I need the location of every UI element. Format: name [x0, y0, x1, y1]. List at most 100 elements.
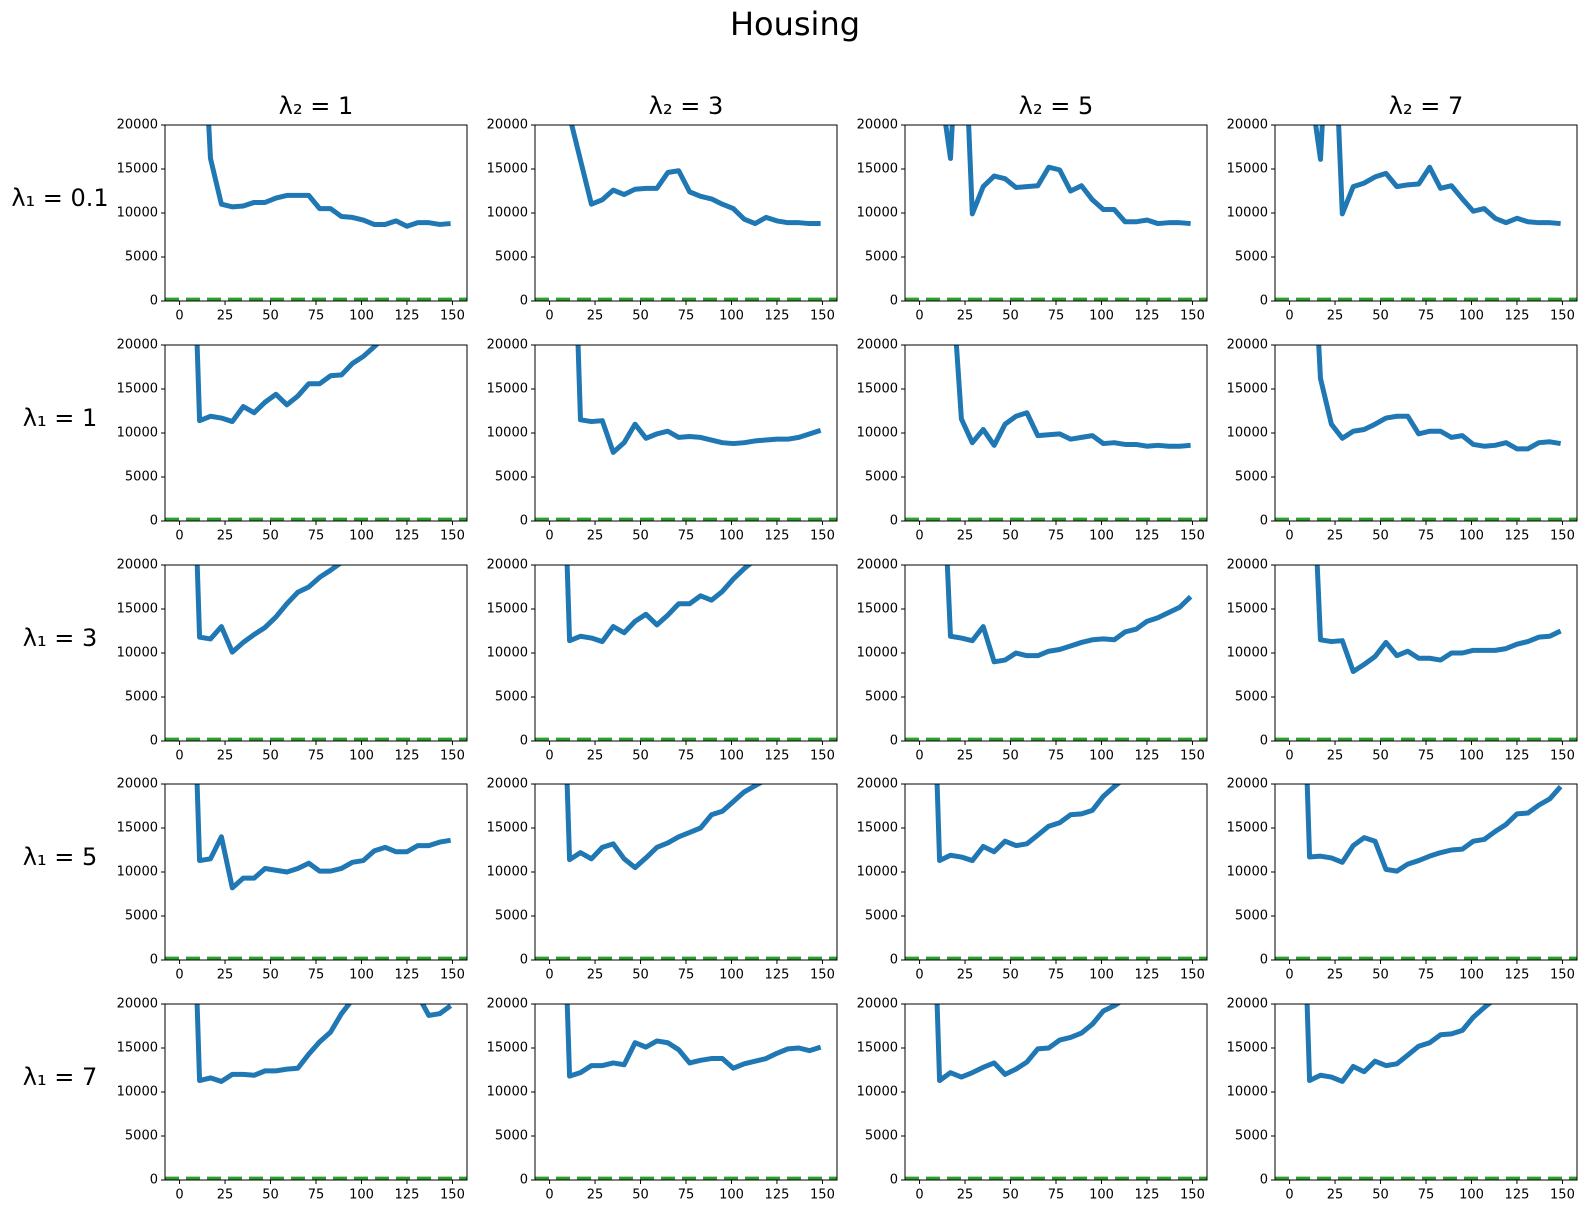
data-line	[1316, 345, 1562, 452]
data-line	[944, 565, 1193, 665]
y-tick-label: 5000	[495, 1129, 528, 1144]
y-tick-label: 10000	[857, 646, 898, 661]
plot-area	[535, 1004, 837, 1180]
data-line	[194, 1004, 453, 1084]
y-tick-label: 15000	[487, 602, 528, 617]
plot-area	[1275, 1004, 1577, 1180]
column-title: λ₂ = 7	[1389, 92, 1463, 120]
x-tick-label: 25	[217, 529, 234, 544]
x-tick-label: 150	[440, 968, 465, 983]
y-tick-label: 15000	[857, 382, 898, 397]
x-tick-label: 50	[632, 968, 649, 983]
column-title: λ₂ = 5	[1019, 92, 1093, 120]
column-title: λ₂ = 3	[649, 92, 723, 120]
y-tick-label: 5000	[865, 470, 898, 485]
x-tick-label: 25	[217, 749, 234, 764]
y-tick-label: 20000	[857, 338, 898, 353]
y-tick-label: 20000	[487, 777, 528, 792]
y-tick-label: 15000	[857, 1041, 898, 1056]
y-tick-label: 5000	[495, 470, 528, 485]
x-tick-label: 50	[262, 1188, 279, 1203]
data-line	[569, 125, 821, 227]
x-tick-label: 50	[262, 749, 279, 764]
data-line	[1314, 565, 1562, 674]
x-tick-label: 100	[1459, 968, 1484, 983]
y-tick-label: 20000	[1227, 118, 1268, 133]
x-tick-label: 25	[1327, 309, 1344, 324]
x-tick-label: 25	[957, 309, 974, 324]
y-tick-label: 15000	[117, 821, 158, 836]
y-tick-label: 5000	[865, 909, 898, 924]
x-tick-label: 50	[1372, 749, 1389, 764]
x-tick-label: 0	[1285, 309, 1293, 324]
plot-area	[905, 125, 1207, 301]
x-tick-label: 75	[1418, 1188, 1435, 1203]
y-tick-label: 0	[150, 514, 158, 529]
data-line	[575, 345, 822, 455]
x-tick-label: 150	[1180, 968, 1205, 983]
axes-frame	[904, 1003, 1208, 1181]
y-tick-label: 20000	[117, 558, 158, 573]
x-tick-label: 150	[1180, 309, 1205, 324]
x-tick-label: 0	[175, 309, 183, 324]
x-tick-label: 100	[719, 968, 744, 983]
y-tick-label: 0	[1260, 953, 1268, 968]
y-tick-label: 15000	[857, 821, 898, 836]
x-tick-label: 150	[810, 968, 835, 983]
x-tick-label: 25	[217, 968, 234, 983]
column-title: λ₂ = 1	[279, 92, 353, 120]
y-tick-label: 15000	[487, 162, 528, 177]
x-tick-label: 0	[915, 309, 923, 324]
x-tick-label: 150	[1550, 1188, 1575, 1203]
y-tick-label: 0	[150, 734, 158, 749]
x-tick-label: 150	[1550, 968, 1575, 983]
y-tick-label: 0	[520, 1173, 528, 1188]
x-tick-label: 100	[1459, 1188, 1484, 1203]
x-tick-label: 50	[1372, 309, 1389, 324]
y-tick-label: 0	[1260, 1173, 1268, 1188]
y-tick-label: 5000	[125, 909, 158, 924]
plot-area	[905, 784, 1207, 960]
x-tick-label: 100	[1089, 1188, 1114, 1203]
plot-area	[165, 784, 467, 960]
x-tick-label: 50	[1002, 1188, 1019, 1203]
y-tick-label: 0	[520, 514, 528, 529]
x-tick-label: 0	[1285, 529, 1293, 544]
x-tick-label: 50	[632, 529, 649, 544]
x-tick-label: 50	[1372, 968, 1389, 983]
x-tick-label: 75	[1418, 968, 1435, 983]
y-tick-label: 20000	[1227, 338, 1268, 353]
x-tick-label: 150	[440, 529, 465, 544]
axes-frame	[164, 564, 468, 742]
axes-frame	[904, 783, 1208, 961]
y-tick-label: 0	[520, 734, 528, 749]
x-tick-label: 100	[1089, 968, 1114, 983]
x-tick-label: 0	[175, 968, 183, 983]
x-tick-label: 75	[678, 749, 695, 764]
y-tick-label: 20000	[1227, 997, 1268, 1012]
x-tick-label: 150	[1180, 1188, 1205, 1203]
y-tick-label: 0	[520, 953, 528, 968]
x-tick-label: 75	[1418, 529, 1435, 544]
y-tick-label: 20000	[487, 338, 528, 353]
x-tick-label: 0	[545, 968, 553, 983]
x-tick-label: 50	[1002, 309, 1019, 324]
data-line	[1304, 784, 1563, 874]
y-tick-label: 20000	[487, 558, 528, 573]
x-tick-label: 125	[395, 749, 420, 764]
x-tick-label: 150	[1550, 529, 1575, 544]
axes-frame	[534, 564, 838, 742]
plot-area	[165, 1004, 467, 1180]
x-tick-label: 50	[262, 309, 279, 324]
y-tick-label: 5000	[1235, 1129, 1268, 1144]
x-tick-label: 0	[545, 749, 553, 764]
axes-frame	[1274, 1003, 1578, 1181]
row-label: λ₁ = 0.1	[11, 184, 108, 212]
x-tick-label: 25	[587, 309, 604, 324]
x-tick-label: 75	[308, 1188, 325, 1203]
y-tick-label: 0	[890, 734, 898, 749]
x-tick-label: 100	[1459, 309, 1484, 324]
data-line	[194, 784, 452, 891]
x-tick-label: 0	[175, 1188, 183, 1203]
y-tick-label: 10000	[487, 1085, 528, 1100]
